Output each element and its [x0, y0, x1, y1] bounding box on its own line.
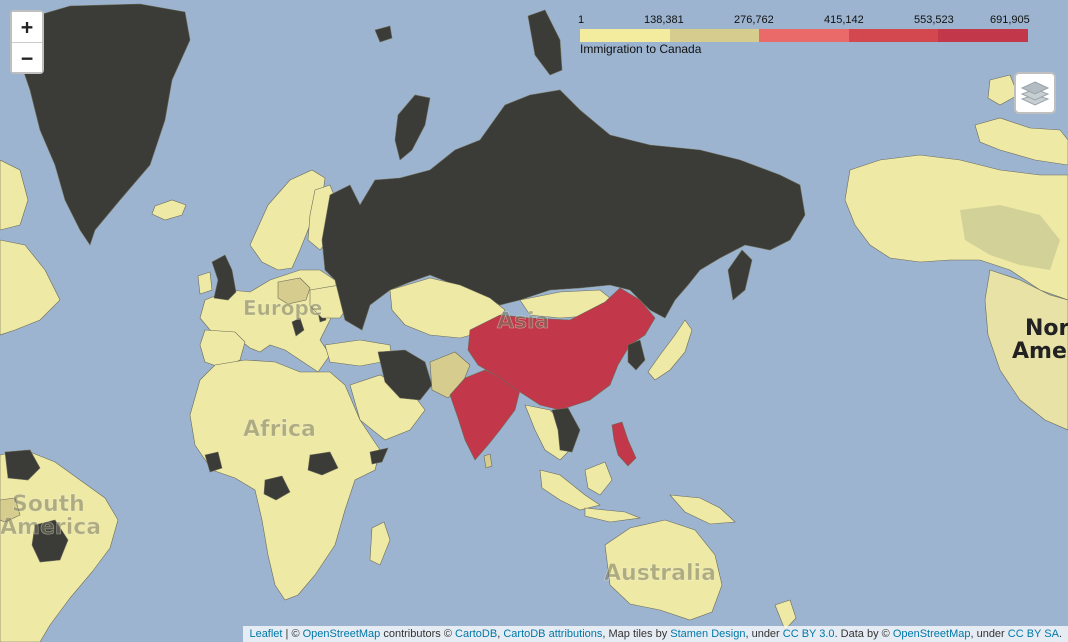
country-australia[interactable]	[604, 519, 723, 621]
label-australia: Australia	[604, 561, 716, 586]
legend-ticks: 1 138,381 276,762 415,142 553,523 691,90…	[578, 14, 1030, 28]
country-arctic-canada-islands-2[interactable]	[987, 74, 1019, 106]
attribution-text-7: .	[1058, 628, 1062, 640]
attribution-text-2: ,	[497, 628, 504, 640]
legend-title: Immigration to Canada	[580, 42, 702, 56]
layers-control-button[interactable]	[1014, 72, 1056, 114]
country-china[interactable]	[467, 287, 656, 411]
country-vietnam[interactable]	[551, 407, 581, 453]
legend-bin-5	[938, 29, 1028, 42]
attribution-text-1: contributors ©	[380, 628, 456, 640]
cc-by-sa-link[interactable]: CC BY SA	[1007, 628, 1059, 640]
osm-link-2[interactable]: OpenStreetMap	[892, 628, 971, 640]
cc-by-3-link[interactable]: CC BY 3.0	[782, 628, 835, 640]
country-russia[interactable]	[321, 89, 806, 331]
label-south: South	[12, 492, 85, 517]
country-ecuador[interactable]	[0, 497, 21, 523]
legend-bin-4	[848, 29, 939, 42]
country-usa-west[interactable]	[984, 269, 1068, 431]
leaflet-link[interactable]: Leaflet	[249, 628, 283, 640]
country-bolivia[interactable]	[31, 519, 69, 563]
country-sakhalin[interactable]	[727, 249, 753, 301]
legend-tick-4: 553,523	[914, 14, 954, 26]
country-java[interactable]	[584, 507, 642, 523]
stamen-link[interactable]: Stamen Design	[670, 628, 746, 640]
country-russia-islands[interactable]	[394, 94, 431, 161]
country-japan[interactable]	[647, 319, 693, 381]
country-arctic-canada-islands[interactable]	[974, 117, 1068, 166]
osm-link-1[interactable]: OpenStreetMap	[302, 628, 381, 640]
label-europe: Europe	[243, 296, 322, 320]
country-iran[interactable]	[377, 349, 433, 401]
country-uk[interactable]	[211, 254, 237, 301]
attribution-text-3: , Map tiles by	[602, 628, 671, 640]
label-north: Nor	[1025, 316, 1068, 341]
legend-tick-3: 415,142	[824, 14, 864, 26]
country-new-zealand[interactable]	[774, 599, 797, 631]
zoom-out-button[interactable]: −	[12, 42, 42, 72]
label-asia: Asia	[497, 309, 550, 334]
legend: 1 138,381 276,762 415,142 553,523 691,90…	[578, 14, 1030, 58]
legend-color-bar	[580, 29, 1028, 42]
country-canada-west[interactable]	[0, 159, 29, 231]
country-south-sudan[interactable]	[307, 451, 339, 476]
label-america: America	[0, 515, 101, 540]
country-congo[interactable]	[263, 475, 291, 501]
legend-tick-5: 691,905	[990, 14, 1030, 26]
legend-tick-1: 138,381	[644, 14, 684, 26]
attribution-text-5: . Data by ©	[834, 628, 893, 640]
country-alaska-canada[interactable]	[844, 154, 1068, 301]
legend-bin-1	[580, 29, 670, 42]
country-africa[interactable]	[189, 359, 381, 601]
terrain-shade	[960, 205, 1060, 270]
country-philippines[interactable]	[611, 421, 637, 467]
country-poland[interactable]	[277, 277, 311, 305]
country-canada-east[interactable]	[0, 239, 61, 336]
country-ireland[interactable]	[197, 271, 213, 295]
country-sri-lanka[interactable]	[483, 453, 493, 469]
country-india[interactable]	[449, 369, 521, 461]
country-greenland[interactable]	[17, 3, 191, 246]
country-nigeria[interactable]	[204, 451, 223, 473]
country-korea[interactable]	[627, 339, 646, 371]
country-iceland[interactable]	[151, 199, 187, 221]
legend-bin-3	[759, 29, 849, 42]
country-venezuela[interactable]	[4, 449, 41, 481]
attribution-text-4: , under	[745, 628, 783, 640]
country-serbia[interactable]	[291, 317, 305, 337]
attribution: Leaflet | © OpenStreetMap contributors ©…	[243, 626, 1068, 642]
country-novaya-island[interactable]	[527, 9, 563, 76]
label-africa: Africa	[243, 417, 316, 442]
cartodb-attributions-link[interactable]: CartoDB attributions	[503, 628, 603, 640]
legend-tick-2: 276,762	[734, 14, 774, 26]
legend-tick-0: 1	[578, 14, 585, 26]
country-indonesia[interactable]	[539, 469, 601, 511]
layers-icon	[1020, 81, 1050, 106]
zoom-control: + −	[10, 10, 44, 74]
legend-bin-2	[669, 29, 760, 42]
country-madagascar[interactable]	[369, 521, 391, 566]
country-borneo[interactable]	[584, 461, 613, 496]
country-small-island[interactable]	[374, 25, 393, 43]
attribution-text-0: | ©	[282, 628, 303, 640]
country-somalia[interactable]	[369, 447, 389, 465]
label-north-america: Amer	[1012, 339, 1068, 364]
attribution-text-6: , under	[970, 628, 1008, 640]
cartodb-link[interactable]: CartoDB	[455, 628, 498, 640]
country-new-guinea[interactable]	[669, 494, 736, 525]
zoom-in-button[interactable]: +	[12, 12, 42, 42]
